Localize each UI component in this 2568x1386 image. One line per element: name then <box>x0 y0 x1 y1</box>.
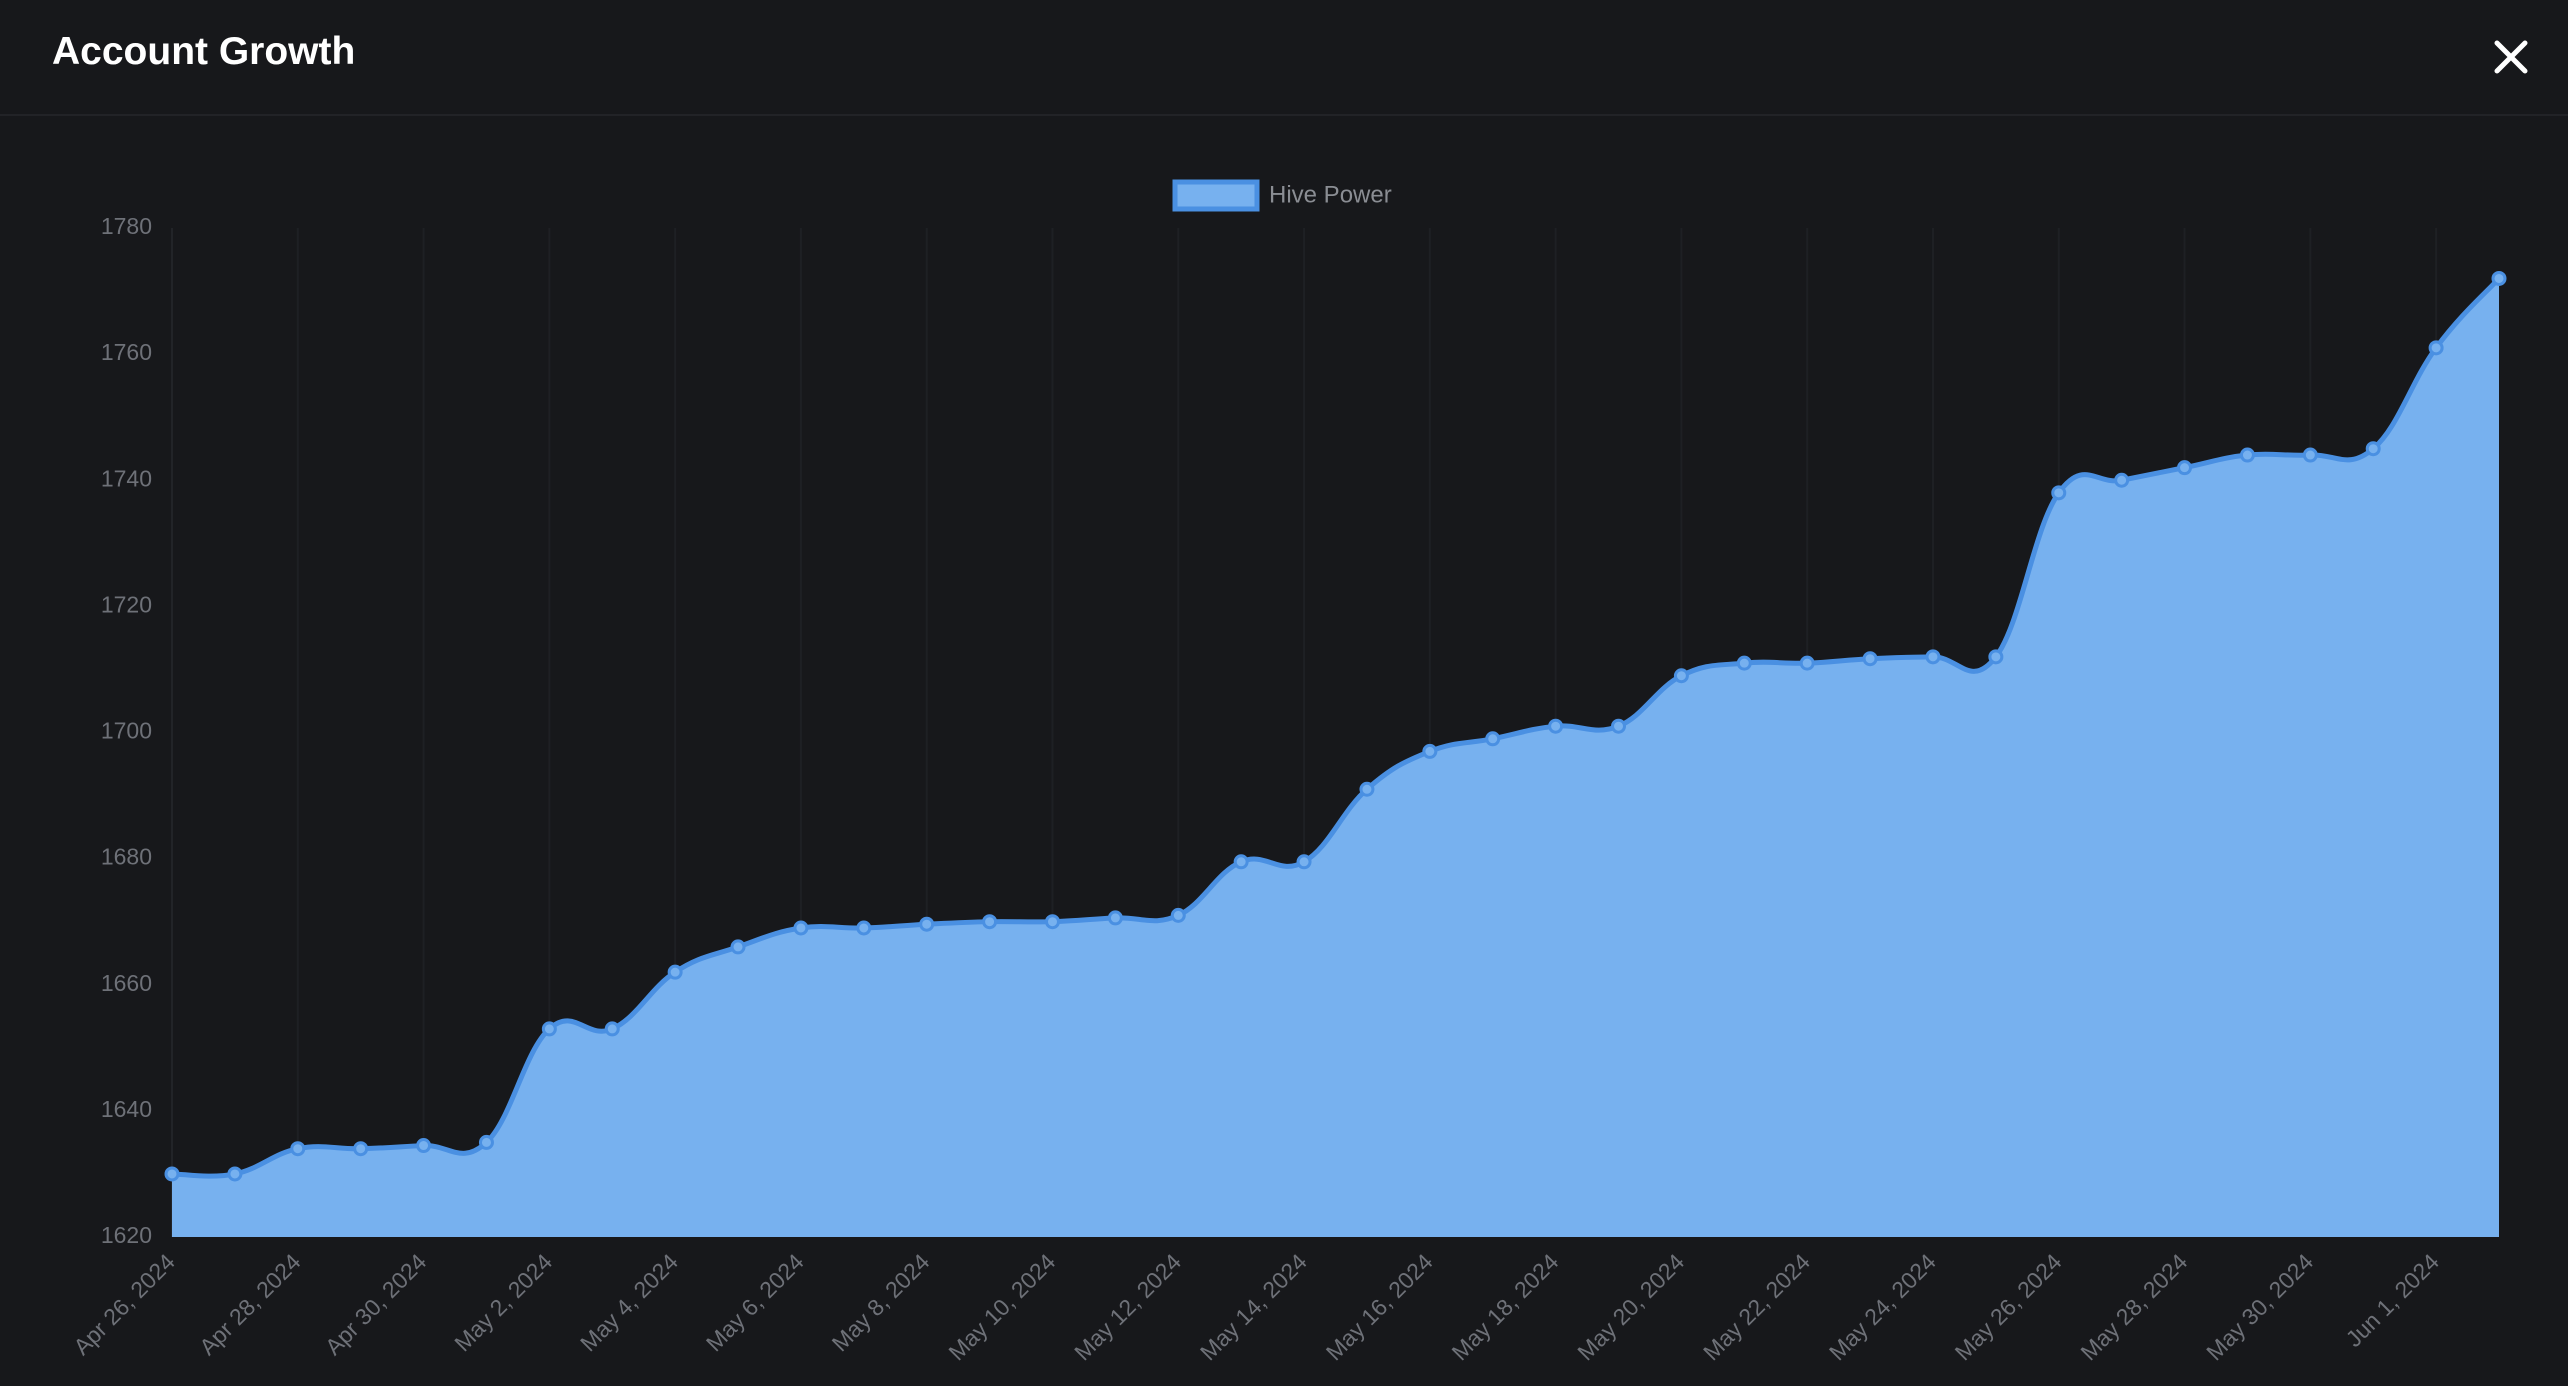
point <box>793 920 809 936</box>
point <box>604 1021 620 1037</box>
x-tick-label: May 12, 2024 <box>1069 1248 1186 1365</box>
x-tick-label: May 10, 2024 <box>943 1248 1060 1365</box>
point <box>2239 447 2255 463</box>
point <box>2302 447 2318 463</box>
y-tick-label: 1720 <box>101 591 152 617</box>
y-tick-label: 1620 <box>101 1222 152 1248</box>
point <box>1107 910 1123 926</box>
point <box>1736 655 1752 671</box>
point <box>353 1141 369 1157</box>
x-tick-label: May 8, 2024 <box>827 1248 935 1356</box>
point <box>1548 718 1564 734</box>
x-tick-label: Apr 30, 2024 <box>320 1248 432 1360</box>
point <box>1988 649 2004 665</box>
x-tick-label: Jun 1, 2024 <box>2341 1248 2445 1352</box>
point <box>1799 655 1815 671</box>
x-tick-label: May 22, 2024 <box>1698 1248 1815 1365</box>
point <box>164 1166 180 1182</box>
point <box>1044 914 1060 930</box>
x-tick-label: Apr 26, 2024 <box>68 1248 180 1360</box>
x-tick-label: May 28, 2024 <box>2075 1248 2192 1365</box>
point <box>2428 340 2444 356</box>
point <box>1673 668 1689 684</box>
point <box>416 1138 432 1154</box>
point <box>2365 441 2381 457</box>
point <box>541 1021 557 1037</box>
x-tick-label: May 4, 2024 <box>575 1248 683 1356</box>
point <box>1611 718 1627 734</box>
point <box>1359 781 1375 797</box>
y-tick-label: 1700 <box>101 718 152 744</box>
point <box>919 916 935 932</box>
point <box>2491 270 2507 286</box>
x-tick-label: May 14, 2024 <box>1195 1248 1312 1365</box>
point <box>982 914 998 930</box>
point <box>2051 485 2067 501</box>
x-tick-label: May 26, 2024 <box>1950 1248 2067 1365</box>
point <box>478 1134 494 1150</box>
point <box>1170 907 1186 923</box>
y-tick-label: 1740 <box>101 465 152 491</box>
y-tick-label: 1660 <box>101 970 152 996</box>
point <box>2177 460 2193 476</box>
x-tick-label: May 2, 2024 <box>449 1248 557 1356</box>
point <box>227 1166 243 1182</box>
point <box>1296 854 1312 870</box>
area-fill <box>172 278 2499 1237</box>
point <box>1925 649 1941 665</box>
point <box>2114 472 2130 488</box>
x-tick-label: May 6, 2024 <box>701 1248 809 1356</box>
y-tick-label: 1640 <box>101 1096 152 1122</box>
x-tick-label: May 18, 2024 <box>1447 1248 1564 1365</box>
y-tick-label: 1760 <box>101 339 152 365</box>
modal-header: Account Growth <box>0 0 2568 116</box>
y-tick-label: 1680 <box>101 844 152 870</box>
x-tick-label: May 30, 2024 <box>2201 1248 2318 1365</box>
x-tick-label: May 16, 2024 <box>1321 1248 1438 1365</box>
point <box>1233 854 1249 870</box>
close-button[interactable] <box>2484 30 2538 84</box>
x-tick-label: May 24, 2024 <box>1824 1248 1941 1365</box>
y-tick-label: 1780 <box>101 213 152 239</box>
legend-swatch <box>1172 179 1260 212</box>
point <box>1862 651 1878 667</box>
modal-title: Account Growth <box>52 30 356 73</box>
point <box>1422 743 1438 759</box>
x-tick-label: May 20, 2024 <box>1572 1248 1689 1365</box>
point <box>290 1141 306 1157</box>
point <box>856 920 872 936</box>
point <box>730 939 746 955</box>
legend-label: Hive Power <box>1269 181 1392 208</box>
point <box>667 964 683 980</box>
x-tick-label: Apr 28, 2024 <box>194 1248 306 1360</box>
point <box>1485 731 1501 747</box>
